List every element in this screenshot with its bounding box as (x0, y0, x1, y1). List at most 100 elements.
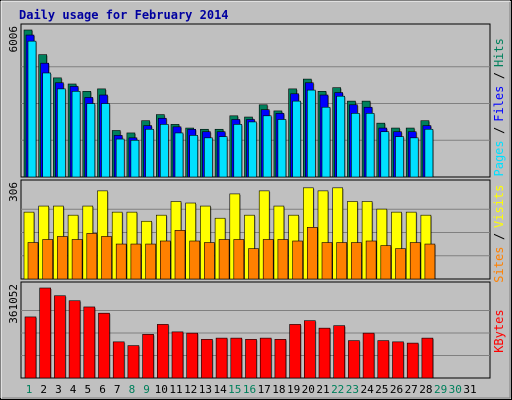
day-label-23: 23 (346, 383, 359, 396)
bar-pages-day-4: Pages day 4: 3500 (71, 91, 81, 178)
legend-entry-: / (492, 127, 506, 134)
bar-pages-day-7: Pages day 7: 1550 (115, 138, 125, 178)
day-label-2: 2 (40, 383, 47, 396)
bar-sites-day-26: Sites day 26: 100 (395, 248, 406, 280)
bar-sites-day-27: Sites day 27: 120 (409, 242, 421, 280)
day-label-21: 21 (316, 383, 329, 396)
day-label-17: 17 (258, 383, 271, 396)
bar-kbytes-day-6: KBytes day 6: 260000 (98, 312, 110, 379)
bar-pages-day-22: Pages day 22: 3300 (336, 95, 346, 178)
day-label-27: 27 (405, 383, 418, 396)
bar-sites-day-13: Sites day 13: 120 (204, 242, 215, 280)
bar-sites-day-4: Sites day 4: 130 (71, 239, 83, 280)
bar-kbytes-day-5: KBytes day 5: 285000 (83, 306, 96, 379)
day-label-24: 24 (360, 383, 374, 396)
bar-sites-day-28: Sites day 28: 115 (424, 243, 436, 280)
day-label-5: 5 (84, 383, 91, 396)
day-label-29: 29 (434, 383, 447, 396)
bar-pages-day-21: Pages day 21: 2850 (321, 106, 331, 178)
bar-pages-day-2: Pages day 2: 4250 (42, 72, 52, 178)
bar-kbytes-day-2: KBytes day 2: 361052 (39, 287, 52, 379)
bar-pages-day-12: Pages day 12: 1700 (189, 135, 198, 178)
bar-sites-day-11: Sites day 11: 160 (174, 230, 186, 280)
bar-sites-day-5: Sites day 5: 150 (86, 233, 98, 280)
bar-kbytes-day-14: KBytes day 14: 160000 (215, 337, 228, 379)
bar-pages-day-23: Pages day 23: 2600 (351, 113, 360, 178)
bar-sites-day-3: Sites day 3: 140 (57, 236, 68, 280)
bar-sites-day-22: Sites day 22: 120 (336, 242, 348, 280)
bar-sites-day-14: Sites day 14: 130 (218, 239, 230, 280)
bar-pages-day-20: Pages day 20: 3550 (306, 89, 316, 178)
bar-kbytes-day-4: KBytes day 4: 310000 (68, 300, 81, 379)
bar-pages-day-10: Pages day 10: 2150 (160, 124, 169, 178)
panel-top: 6006Hits day 1: 6006Hits day 2: 5000Hits… (7, 23, 506, 178)
legend-entry-: / (492, 233, 506, 240)
bar-kbytes-day-27: KBytes day 27: 140000 (406, 342, 419, 379)
bar-kbytes-day-21: KBytes day 21: 200000 (318, 327, 331, 379)
bar-sites-day-16: Sites day 16: 100 (248, 248, 259, 280)
panel-bottom: 361052 KBytes day 1: 245000KBytes day 2: … (7, 281, 506, 379)
bar-pages-day-13: Pages day 13: 1600 (204, 137, 213, 178)
day-label-4: 4 (70, 383, 77, 396)
bar-kbytes-day-3: KBytes day 3: 330000 (54, 295, 66, 379)
bar-kbytes-day-9: KBytes day 9: 175000 (142, 334, 154, 379)
legend-entry-visits: Visits (492, 185, 506, 228)
bar-sites-day-12: Sites day 12: 125 (189, 240, 200, 280)
bar-pages-day-11: Pages day 11: 1800 (174, 132, 184, 178)
bar-kbytes-day-13: KBytes day 13: 155000 (201, 339, 213, 379)
bar-kbytes-day-10: KBytes day 10: 215000 (157, 324, 169, 379)
bar-sites-day-6: Sites day 6: 140 (101, 236, 112, 280)
bar-kbytes-day-15: KBytes day 15: 160000 (230, 337, 243, 379)
bar-sites-day-23: Sites day 23: 120 (351, 242, 362, 280)
bar-sites-day-7: Sites day 7: 115 (115, 243, 127, 280)
day-label-19: 19 (287, 383, 300, 396)
bar-kbytes-day-18: KBytes day 18: 155000 (274, 339, 287, 379)
legend-entry-: / (492, 72, 506, 79)
bar-sites-day-10: Sites day 10: 125 (160, 240, 171, 280)
bar-pages-day-18: Pages day 18: 2350 (277, 119, 287, 178)
bar-kbytes-day-28: KBytes day 28: 160000 (421, 337, 434, 379)
bar-pages-day-28: Pages day 28: 1950 (424, 128, 434, 178)
bar-pages-day-26: Pages day 26: 1650 (395, 136, 404, 178)
day-label-9: 9 (143, 383, 150, 396)
day-label-10: 10 (155, 383, 168, 396)
day-label-20: 20 (302, 383, 315, 396)
bar-pages-day-6: Pages day 6: 3000 (101, 103, 110, 178)
bar-kbytes-day-12: KBytes day 12: 180000 (186, 332, 198, 379)
legend-entry-files: Files (492, 86, 506, 122)
bar-pages-day-16: Pages day 16: 2250 (248, 121, 257, 178)
bar-pages-day-27: Pages day 27: 1600 (409, 137, 419, 178)
day-label-28: 28 (419, 383, 432, 396)
day-label-22: 22 (331, 383, 344, 396)
bar-sites-day-25: Sites day 25: 110 (380, 245, 392, 280)
chart-title: Daily usage for February 2014 (19, 8, 229, 22)
bar-sites-day-9: Sites day 9: 115 (145, 243, 156, 280)
bar-sites-day-17: Sites day 17: 130 (262, 239, 274, 280)
bar-kbytes-day-17: KBytes day 17: 160000 (259, 337, 272, 379)
bar-kbytes-day-8: KBytes day 8: 130000 (127, 345, 140, 379)
bar-pages-day-17: Pages day 17: 2500 (262, 115, 272, 178)
bar-sites-day-2: Sites day 2: 130 (42, 239, 54, 280)
day-label-13: 13 (199, 383, 212, 396)
day-label-15: 15 (228, 383, 241, 396)
legend-entry-pages: Pages (492, 140, 506, 176)
bar-pages-day-19: Pages day 19: 3100 (292, 100, 301, 178)
bar-kbytes-day-16: KBytes day 16: 155000 (245, 339, 257, 379)
day-label-7: 7 (114, 383, 121, 396)
day-label-14: 14 (213, 383, 227, 396)
axis-max-label-bottom: 361052 (7, 284, 20, 324)
bar-kbytes-day-7: KBytes day 7: 145000 (112, 341, 125, 379)
day-label-16: 16 (243, 383, 256, 396)
bar-sites-day-20: Sites day 20: 170 (306, 227, 318, 280)
bar-sites-day-15: Sites day 15: 130 (233, 239, 245, 280)
bar-pages-day-5: Pages day 5: 3000 (86, 103, 96, 178)
bar-sites-day-21: Sites day 21: 120 (321, 242, 333, 280)
legend-entry-sites: Sites (492, 247, 506, 283)
legend-bottom: KBytes (492, 309, 506, 352)
day-label-30: 30 (449, 383, 462, 396)
axis-max-label-middle: 306 (7, 182, 20, 202)
bar-kbytes-day-23: KBytes day 23: 150000 (348, 340, 360, 379)
bar-sites-day-24: Sites day 24: 125 (365, 240, 377, 280)
panel-middle: 306Visits day 1: 220Visits day 2: 240Vis… (7, 179, 506, 283)
